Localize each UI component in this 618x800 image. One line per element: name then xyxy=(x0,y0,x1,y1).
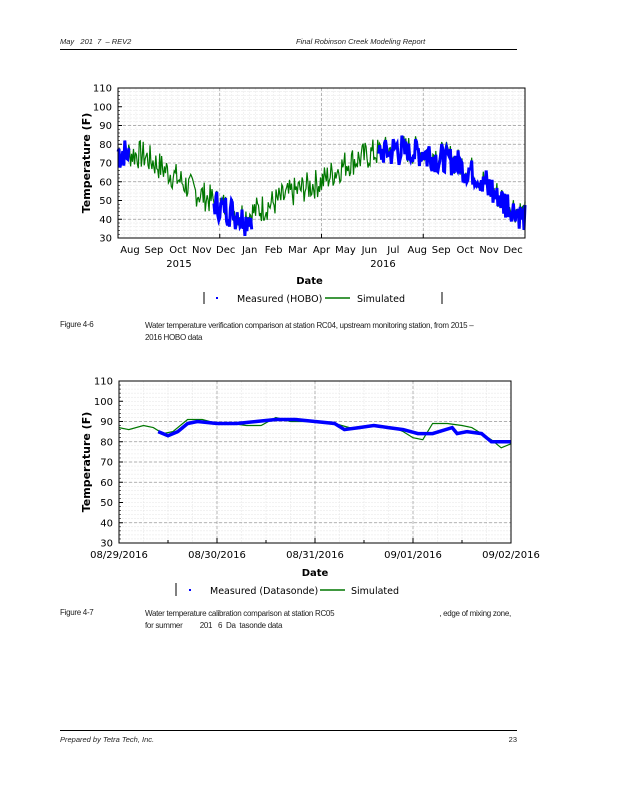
legend-measured-label: Measured (HOBO) xyxy=(237,294,322,305)
page-number: 23 xyxy=(508,735,517,744)
y-tick-label: 100 xyxy=(94,397,113,408)
y-tick-label: 110 xyxy=(93,84,112,95)
x-tick-label: Oct xyxy=(169,245,186,256)
x-tick-label: Nov xyxy=(479,245,499,256)
x-tick-label: Aug xyxy=(407,245,427,256)
y-tick-label: 90 xyxy=(100,417,113,428)
figure-caption: Water temperature verification compariso… xyxy=(145,321,474,342)
x-axis-title: Date xyxy=(302,568,329,579)
header-title: Final Robinson Creek Modeling Report xyxy=(296,37,426,46)
chart-figure-4-7: 30 40 50 60 70 80 90 100 110 08/29/2016 08/30/2016… xyxy=(80,377,540,598)
y-tick-label: 60 xyxy=(100,478,113,489)
measured-series-line xyxy=(116,140,131,168)
x-tick-label: Apr xyxy=(313,245,331,256)
x-tick-label: Jan xyxy=(241,245,257,256)
x-tick-label: Sep xyxy=(144,245,163,256)
x-tick-label: Sep xyxy=(432,245,451,256)
legend-measured-marker xyxy=(216,297,218,299)
figure-caption: Water temperature calibration comparison… xyxy=(145,608,525,632)
x-tick-label: Dec xyxy=(216,245,235,256)
x-tick-label: Jun xyxy=(361,245,378,256)
x-tick-label: Jul xyxy=(386,245,399,256)
year-label: 2016 xyxy=(370,259,395,270)
x-tick-label: May xyxy=(335,245,356,256)
x-tick-label: 08/31/2016 xyxy=(286,550,344,561)
legend-measured-label: Measured (Datasonde) xyxy=(210,586,318,597)
y-tick-label: 70 xyxy=(99,159,112,170)
x-tick-label: 09/02/2016 xyxy=(482,550,540,561)
caption-part2: , edge of mixing zone, xyxy=(439,609,511,618)
figure-number: Figure 4-7 xyxy=(60,608,94,617)
header-rule xyxy=(60,49,517,50)
y-tick-label: 50 xyxy=(100,498,113,509)
x-tick-label: Dec xyxy=(503,245,522,256)
measured-series-line xyxy=(377,135,527,230)
measured-series-line xyxy=(157,417,511,444)
plot-border xyxy=(117,87,526,239)
y-tick-label: 40 xyxy=(100,518,113,529)
x-tick-label: 09/01/2016 xyxy=(384,550,442,561)
year-label: 2015 xyxy=(166,259,191,270)
x-tick-label: Mar xyxy=(288,245,308,256)
y-tick-label: 60 xyxy=(99,177,112,188)
footer-left: Prepared by Tetra Tech, Inc. xyxy=(60,735,155,744)
x-tick-label: Feb xyxy=(265,245,283,256)
page-footer: Prepared by Tetra Tech, Inc. 23 xyxy=(60,735,517,744)
x-tick-label: 08/30/2016 xyxy=(188,550,246,561)
caption-part1: Water temperature calibration comparison… xyxy=(145,609,335,618)
x-tick-label: Oct xyxy=(456,245,473,256)
plot-border xyxy=(118,380,512,544)
y-tick-label: 40 xyxy=(99,215,112,226)
y-tick-label: 100 xyxy=(93,102,112,113)
y-axis-title: Temperature (F) xyxy=(80,113,93,214)
caption-line2: for summer 201 6 Da tasonde data xyxy=(145,621,283,630)
y-axis-title: Temperature (F) xyxy=(80,412,93,513)
legend-simulated-label: Simulated xyxy=(351,586,399,597)
measured-series-line xyxy=(212,191,254,237)
chart-figure-4-6: 30 40 50 60 70 80 90 100 110 Aug Sep Oct Nov Dec Jan Fe… xyxy=(80,84,527,305)
y-tick-label: 80 xyxy=(99,140,112,151)
legend-simulated-label: Simulated xyxy=(357,294,405,305)
x-axis-title: Date xyxy=(296,276,323,287)
y-tick-label: 70 xyxy=(100,458,113,469)
y-tick-label: 50 xyxy=(99,196,112,207)
figure-number: Figure 4-6 xyxy=(60,320,94,329)
y-tick-label: 90 xyxy=(99,121,112,132)
footer-rule xyxy=(60,730,517,731)
x-tick-label: 08/29/2016 xyxy=(90,550,148,561)
y-tick-label: 30 xyxy=(100,539,113,550)
y-tick-label: 80 xyxy=(100,437,113,448)
legend-measured-marker xyxy=(189,589,191,591)
header-left: May 201 7 – REV2 xyxy=(60,37,132,46)
x-tick-label: Nov xyxy=(192,245,212,256)
x-tick-label: Aug xyxy=(120,245,140,256)
y-tick-label: 30 xyxy=(99,234,112,245)
y-tick-label: 110 xyxy=(94,377,113,388)
